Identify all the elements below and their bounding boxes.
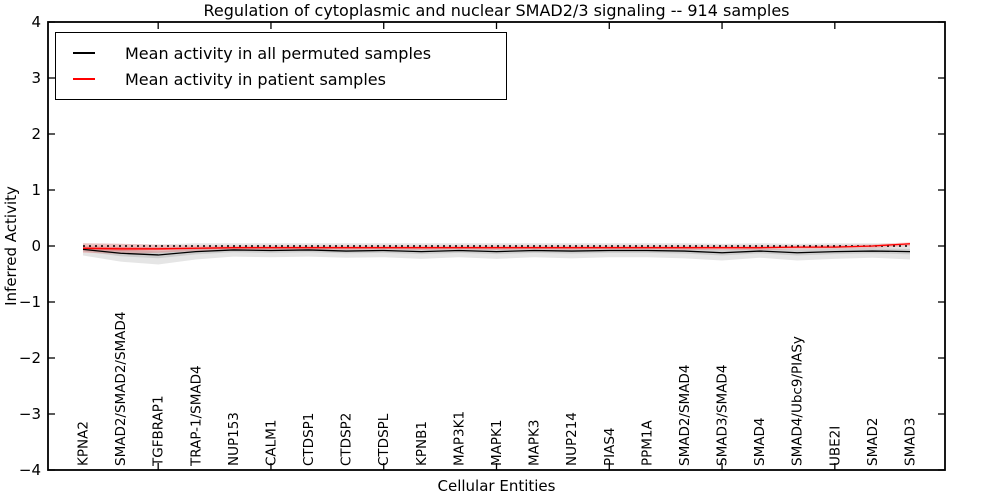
permuted-mean-line <box>82 248 911 256</box>
legend-line-patient-icon <box>73 78 95 80</box>
x-category-label: MAPK1 <box>489 420 505 466</box>
x-category-label: NUP153 <box>226 412 242 466</box>
x-category-label: SMAD2/SMAD2/SMAD4 <box>113 312 129 466</box>
x-category-label: CTDSP2 <box>339 413 355 466</box>
x-category-label: CTDSPL <box>376 413 392 466</box>
patient-band-inner <box>83 243 910 251</box>
chart-title: Regulation of cytoplasmic and nuclear SM… <box>203 1 790 20</box>
x-category-label: SMAD3 <box>903 418 919 466</box>
x-category-label: PPM1A <box>639 419 655 466</box>
y-tick-label: −2 <box>19 349 41 367</box>
y-tick-label: −1 <box>19 293 41 311</box>
x-category-label: KPNB1 <box>414 421 430 466</box>
x-category-label: UBE2I <box>827 426 843 466</box>
y-tick-label: 3 <box>31 69 41 87</box>
x-category-label: SMAD4 <box>752 418 768 466</box>
x-category-label: KPNA2 <box>76 421 92 466</box>
permuted-band-outer <box>83 243 910 265</box>
x-axis-label: Cellular Entities <box>437 477 556 495</box>
legend: Mean activity in all permuted samples Me… <box>55 32 507 100</box>
x-category-label: SMAD2 <box>865 418 881 466</box>
y-tick-label: −4 <box>19 461 41 479</box>
legend-line-permuted-icon <box>73 52 95 54</box>
x-category-label: TGFBRAP1 <box>151 395 167 467</box>
y-tick-label: 0 <box>31 237 41 255</box>
legend-item-patient: Mean activity in patient samples <box>73 66 496 92</box>
legend-item-permuted: Mean activity in all permuted samples <box>73 40 496 66</box>
x-category-label: MAP3K1 <box>451 411 467 466</box>
x-category-label: TRAP-1/SMAD4 <box>188 365 204 467</box>
x-category-label: SMAD2/SMAD4 <box>677 365 693 466</box>
patient-mean-line <box>82 243 911 250</box>
x-category-label: NUP214 <box>564 412 580 466</box>
legend-label: Mean activity in all permuted samples <box>125 43 432 63</box>
x-category-label: PIAS4 <box>602 427 618 466</box>
x-category-label: MAPK3 <box>527 420 543 466</box>
x-category-label: SMAD3/SMAD4 <box>715 365 731 466</box>
y-tick-label: 2 <box>31 125 41 143</box>
x-category-label: CTDSP1 <box>301 413 317 466</box>
y-tick-label: −3 <box>19 405 41 423</box>
legend-label: Mean activity in patient samples <box>125 69 386 89</box>
x-category-label: SMAD4/Ubc9/PIASy <box>790 336 806 466</box>
x-category-label: CALM1 <box>263 420 279 466</box>
y-tick-label: 4 <box>31 13 41 31</box>
y-tick-label: 1 <box>31 181 41 199</box>
